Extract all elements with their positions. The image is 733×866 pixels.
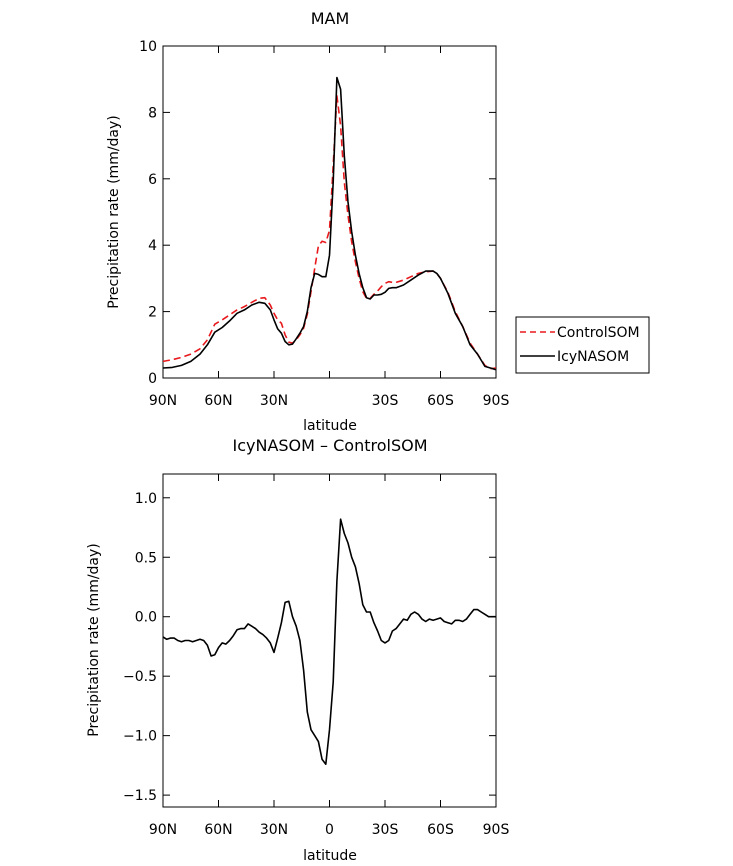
top-x-axis: 90N 60N 30N 30S 60S 90S: [149, 46, 510, 409]
bottom-x-tick-label: 0: [325, 822, 334, 838]
top-x-tick-label: 60S: [427, 393, 454, 409]
bottom-y-axis-label: Precipitation rate (mm/day): [86, 543, 102, 737]
bottom-x-axis-label: latitude: [303, 848, 357, 864]
bottom-x-tick-label: 90N: [149, 822, 177, 838]
top-series-line-icynasom: [162, 76, 497, 371]
top-y-tick-label: 10: [139, 39, 157, 55]
bottom-panel: IcyNASOM – ControlSOM −1.5 −1.0 −0.5 0.0 0.5…: [86, 436, 509, 864]
bottom-series-line: [162, 518, 496, 766]
top-x-tick-label: 30N: [260, 393, 288, 409]
top-x-tick-label: 60N: [204, 393, 232, 409]
bottom-y-tick-label: −0.5: [123, 669, 157, 685]
bottom-y-tick-label: 0.0: [135, 610, 157, 626]
top-y-axis-label: Precipitation rate (mm/day): [106, 115, 122, 309]
bottom-x-tick-label: 30S: [372, 822, 399, 838]
bottom-x-tick-label: 60S: [427, 822, 454, 838]
bottom-y-tick-label: −1.5: [123, 788, 157, 804]
legend-label-controlsom: ControlSOM: [557, 325, 640, 341]
top-series-line-controlsom: [162, 95, 497, 370]
top-legend: ControlSOM IcyNASOM: [515, 316, 650, 374]
bottom-y-axis: −1.5 −1.0 −0.5 0.0 0.5 1.0: [123, 491, 496, 804]
top-x-axis-label: latitude: [303, 418, 357, 434]
bottom-plot-frame: [162, 473, 497, 808]
top-chart-title: MAM: [311, 9, 350, 28]
top-x-tick-label: 90S: [483, 393, 510, 409]
top-x-tick-label: 30S: [372, 393, 399, 409]
top-y-tick-label: 6: [148, 172, 157, 188]
bottom-x-tick-label: 30N: [260, 822, 288, 838]
bottom-x-tick-label: 60N: [204, 822, 232, 838]
bottom-x-axis: 90N 60N 30N 0 30S 60S 90S: [149, 474, 510, 838]
legend-label-icynasom: IcyNASOM: [557, 349, 629, 365]
top-y-tick-label: 8: [148, 105, 157, 121]
legend-box: [515, 316, 650, 374]
top-plot-frame: [162, 45, 497, 379]
bottom-x-tick-label: 90S: [483, 822, 510, 838]
top-y-tick-label: 2: [148, 305, 157, 321]
bottom-y-tick-label: −1.0: [123, 729, 157, 745]
bottom-y-tick-label: 1.0: [135, 491, 157, 507]
top-y-tick-label: 4: [148, 238, 157, 254]
bottom-series-lines: [162, 518, 496, 766]
top-y-axis: 0 2 4 6 8 10: [139, 39, 496, 387]
top-series-lines: [162, 76, 497, 371]
top-panel: MAM 0 2 4 6 8 10 90N 60N 30N 30S 60S 90S Precipita…: [106, 9, 650, 434]
top-x-tick-label: 90N: [149, 393, 177, 409]
bottom-y-tick-label: 0.5: [135, 550, 157, 566]
bottom-chart-title: IcyNASOM – ControlSOM: [232, 436, 427, 455]
top-y-tick-label: 0: [148, 371, 157, 387]
